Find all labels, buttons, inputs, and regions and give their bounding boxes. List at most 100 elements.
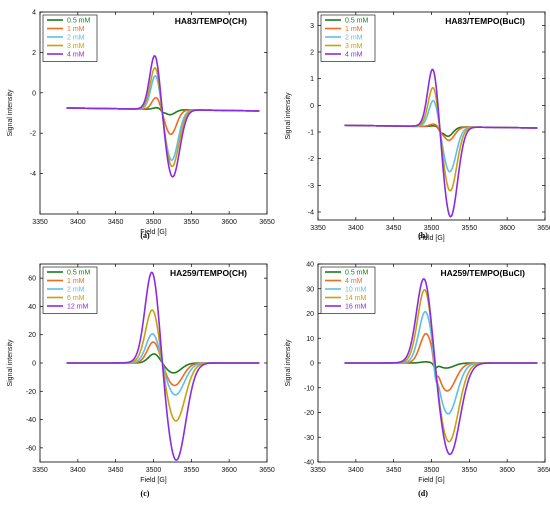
- y-tick-label: 3: [310, 23, 314, 30]
- legend-label: 0.5 mM: [345, 18, 369, 25]
- legend-label: 0.5 mM: [345, 270, 369, 277]
- x-tick-label: 3550: [462, 225, 478, 232]
- x-tick-label: 3600: [499, 225, 515, 232]
- panel-caption: (c): [141, 489, 150, 498]
- y-axis-title: Signal intensity: [285, 339, 292, 387]
- x-tick-label: 3350: [32, 467, 48, 474]
- legend-label: 4 mM: [345, 278, 363, 285]
- series-line-4-mm: [344, 68, 538, 218]
- x-tick-label: 3550: [462, 467, 478, 474]
- x-tick-label: 3500: [146, 467, 162, 474]
- x-axis-title: Field [G]: [418, 477, 445, 484]
- panel-caption: (b): [418, 231, 428, 240]
- y-tick-label: -2: [308, 156, 314, 163]
- y-tick-label: -30: [304, 435, 314, 442]
- x-tick-label: 3650: [259, 467, 275, 474]
- x-tick-label: 3550: [184, 467, 200, 474]
- y-tick-label: 60: [28, 276, 36, 283]
- legend-label: 1 mM: [67, 278, 85, 285]
- legend-label: 12 mM: [67, 304, 89, 311]
- y-tick-label: -20: [304, 410, 314, 417]
- x-tick-label: 3450: [108, 467, 124, 474]
- x-tick-label: 3450: [108, 219, 124, 226]
- panel-caption: (a): [140, 231, 150, 240]
- x-axis-title: Field [G]: [140, 477, 167, 484]
- y-tick-label: 40: [28, 304, 36, 311]
- legend-label: 14 mM: [345, 295, 367, 302]
- x-tick-label: 3550: [184, 219, 200, 226]
- y-tick-label: 40: [306, 262, 314, 269]
- x-tick-label: 3350: [32, 219, 48, 226]
- legend-label: 2 mM: [345, 35, 363, 42]
- legend-label: 2 mM: [67, 35, 85, 42]
- y-tick-label: -40: [26, 417, 36, 424]
- legend-label: 4 mM: [345, 52, 363, 59]
- series-line-12-mm: [66, 271, 260, 461]
- y-tick-label: 0: [32, 90, 36, 97]
- y-tick-label: 1: [310, 76, 314, 83]
- legend-label: 6 mM: [67, 295, 85, 302]
- x-tick-label: 3350: [310, 225, 326, 232]
- y-axis-title: Signal intensity: [7, 89, 14, 137]
- legend-label: 3 mM: [345, 43, 363, 50]
- x-axis-title: Field [G]: [418, 235, 445, 242]
- x-tick-label: 3600: [221, 219, 237, 226]
- chart-panel-c: 3350 3400 3450 3500 3550 3600 3650 -60 -40 -20 0 20…: [7, 263, 275, 498]
- x-tick-label: 3500: [424, 467, 440, 474]
- legend-label: 10 mM: [345, 287, 367, 294]
- x-tick-label: 3450: [386, 225, 402, 232]
- legend-label: 0.5 mM: [67, 18, 91, 25]
- y-tick-label: -1: [308, 130, 314, 137]
- x-tick-label: 3350: [310, 467, 326, 474]
- y-tick-label: 20: [306, 311, 314, 318]
- series-line-16-mm: [344, 278, 538, 456]
- chart-panel-b: 3350 3400 3450 3500 3550 3600 3650 -4 -3 -2 -1 0 1 2 3…: [285, 11, 550, 242]
- x-tick-label: 3600: [221, 467, 237, 474]
- x-tick-label: 3650: [537, 467, 550, 474]
- y-tick-label: -2: [30, 131, 36, 138]
- y-tick-label: 2: [32, 50, 36, 57]
- legend-label: 3 mM: [67, 43, 85, 50]
- legend-label: 4 mM: [67, 52, 85, 59]
- x-tick-label: 3500: [424, 225, 440, 232]
- y-tick-label: -20: [26, 389, 36, 396]
- y-tick-label: -40: [304, 460, 314, 467]
- chart-panel-d: 3350 3400 3450 3500 3550 3600 3650 -40 -30 -20 -10…: [285, 262, 550, 499]
- panel-caption: (d): [418, 489, 428, 498]
- y-tick-label: 4: [32, 10, 36, 17]
- x-axis-title: Field [G]: [140, 229, 167, 236]
- y-tick-label: -4: [30, 171, 36, 178]
- legend-label: 1 mM: [345, 26, 363, 33]
- y-axis-title: Signal intensity: [285, 92, 292, 140]
- legend-label: 16 mM: [345, 304, 367, 311]
- x-tick-label: 3500: [146, 219, 162, 226]
- legend-label: 0.5 mM: [67, 270, 91, 277]
- x-tick-label: 3600: [499, 467, 515, 474]
- y-tick-label: 0: [310, 103, 314, 110]
- y-tick-label: -3: [308, 183, 314, 190]
- x-tick-label: 3650: [259, 219, 275, 226]
- legend-label: 2 mM: [67, 287, 85, 294]
- legend-label: 1 mM: [67, 26, 85, 33]
- x-tick-label: 3450: [386, 467, 402, 474]
- chart-panel-a: 3350 3400 3450 3500 3550 3600 3650 -4 -2 0 2 4 Field…: [7, 10, 275, 241]
- panel-title: HA259/TEMPO(CH): [170, 268, 247, 278]
- y-tick-label: -4: [308, 210, 314, 217]
- y-tick-label: 20: [28, 332, 36, 339]
- panel-title: HA259/TEMPO(BuCl): [440, 268, 525, 278]
- y-axis-title: Signal intensity: [7, 339, 14, 387]
- panel-title: HA83/TEMPO(CH): [175, 16, 247, 26]
- x-tick-label: 3400: [70, 219, 86, 226]
- y-tick-label: 30: [306, 286, 314, 293]
- y-tick-label: 0: [310, 361, 314, 368]
- x-tick-label: 3400: [70, 467, 86, 474]
- x-tick-label: 3650: [537, 225, 550, 232]
- y-tick-label: 0: [32, 361, 36, 368]
- x-tick-label: 3400: [348, 467, 364, 474]
- y-tick-label: -10: [304, 385, 314, 392]
- y-tick-label: -60: [26, 445, 36, 452]
- panel-title: HA83/TEMPO(BuCl): [445, 16, 525, 26]
- series-line-4-mm: [66, 55, 260, 178]
- y-tick-label: 2: [310, 50, 314, 57]
